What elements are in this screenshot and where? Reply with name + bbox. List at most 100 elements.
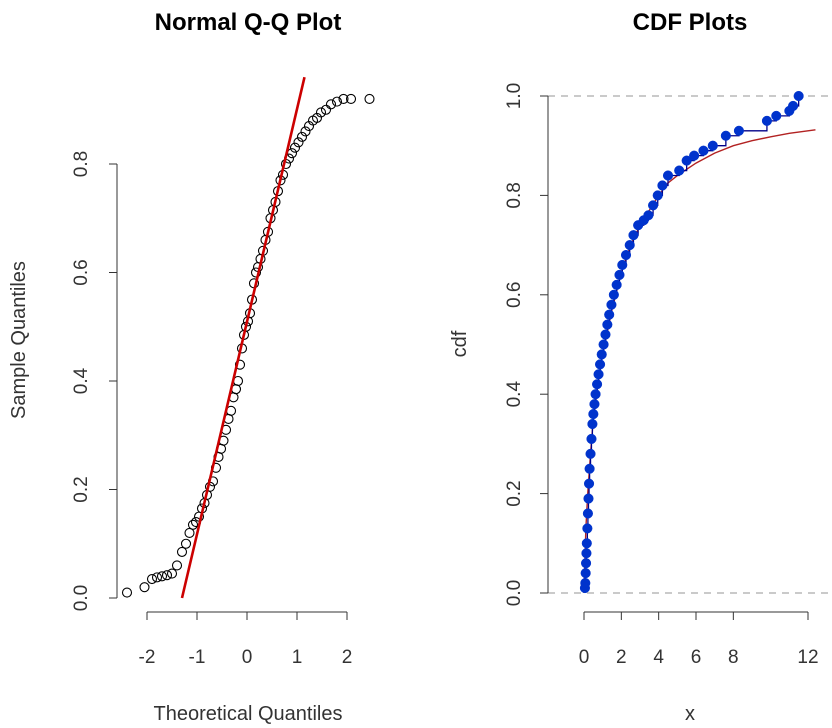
- qq-point: [296, 131, 308, 142]
- qq-axes: -2 -1 0 1 2 0.0 0.2 0.4 0.6 0.8: [71, 151, 352, 668]
- cdf-empirical-point: [588, 409, 599, 420]
- qq-y-tick-label: 0.0: [71, 585, 92, 611]
- cdf-empirical-point: [698, 145, 709, 156]
- cdf-x-tick-label: 8: [728, 647, 739, 668]
- cdf-theoretical-line: [583, 129, 816, 594]
- qq-point: [364, 93, 375, 104]
- qq-x-tick-label: -2: [139, 647, 156, 668]
- qq-x-tick-label: 2: [342, 647, 353, 668]
- qq-point: [293, 137, 304, 148]
- cdf-empirical-step-line: [584, 96, 800, 589]
- qq-point: [187, 519, 199, 530]
- qq-point: [325, 99, 337, 110]
- cdf-empirical-point: [788, 100, 799, 111]
- qq-reference-line: [180, 76, 306, 599]
- cdf-empirical-point: [674, 165, 685, 176]
- cdf-empirical-point: [606, 299, 617, 310]
- cdf-empirical-point: [657, 180, 668, 191]
- qq-point: [171, 560, 183, 571]
- qq-x-axis-title: Theoretical Quantiles: [154, 703, 343, 725]
- cdf-empirical-point: [586, 433, 597, 444]
- qq-point: [146, 573, 158, 585]
- qq-point: [315, 107, 327, 118]
- cdf-y-tick-label: 0.0: [504, 580, 525, 606]
- cdf-x-axis-title: x: [685, 703, 695, 725]
- cdf-x-tick-label: 4: [653, 647, 664, 668]
- cdf-empirical-point: [602, 319, 613, 330]
- cdf-empirical-point: [584, 463, 595, 474]
- cdf-empirical-point: [583, 493, 594, 504]
- cdf-empirical-point: [598, 339, 609, 350]
- cdf-empirical-point: [580, 578, 591, 589]
- cdf-empirical-step: [584, 96, 800, 589]
- cdf-empirical-points: [579, 90, 804, 594]
- cdf-plot-panel: CDF Plots x cdf 0 2 4 6 8 12 0.0 0.2 0.4 0.6 0.8 1.…: [449, 9, 828, 725]
- cdf-empirical-point: [611, 279, 622, 290]
- cdf-empirical-point: [592, 379, 603, 390]
- qq-point: [156, 571, 168, 582]
- cdf-reference-lines: [548, 95, 828, 594]
- cdf-empirical-point: [582, 508, 593, 519]
- cdf-empirical-point: [600, 329, 611, 340]
- cdf-x-tick-label: 0: [579, 647, 590, 668]
- cdf-y-tick-label: 0.8: [504, 182, 525, 208]
- qq-y-tick-label: 0.2: [71, 476, 92, 502]
- cdf-empirical-point: [648, 200, 659, 211]
- cdf-empirical-point: [595, 359, 606, 370]
- qq-y-tick-label: 0.6: [71, 259, 92, 285]
- cdf-empirical-point: [652, 190, 663, 201]
- cdf-empirical-point: [771, 110, 782, 121]
- qq-x-tick-label: 0: [242, 647, 253, 668]
- cdf-empirical-point: [580, 568, 591, 579]
- qq-point: [250, 267, 262, 278]
- cdf-empirical-point: [590, 389, 601, 400]
- qq-y-axis-title: Sample Quantiles: [8, 261, 30, 419]
- qq-point: [151, 572, 163, 583]
- cdf-x-tick-label: 12: [797, 647, 818, 668]
- cdf-x-tick-label: 2: [616, 647, 627, 668]
- qq-fit-line: [180, 76, 306, 599]
- cdf-empirical-point: [589, 399, 600, 410]
- cdf-empirical-point: [617, 259, 628, 271]
- qq-point: [121, 587, 133, 598]
- cdf-empirical-point: [587, 418, 598, 430]
- qq-point: [139, 582, 150, 593]
- cdf-empirical-point: [604, 309, 615, 320]
- cdf-empirical-point: [707, 140, 718, 151]
- cdf-empirical-point: [624, 240, 635, 251]
- cdf-empirical-point: [581, 558, 592, 569]
- cdf-empirical-point: [689, 150, 700, 161]
- cdf-theoretical-curve: [583, 129, 816, 594]
- qq-x-tick-label: -1: [189, 647, 206, 668]
- qq-point: [345, 93, 357, 104]
- qq-point: [300, 126, 311, 137]
- qq-point: [166, 568, 178, 579]
- cdf-empirical-point: [596, 349, 607, 360]
- qq-plot-panel: Normal Q-Q Plot Theoretical Quantiles Sa…: [8, 9, 375, 725]
- qq-point: [176, 546, 188, 557]
- cdf-plot-title: CDF Plots: [633, 9, 748, 36]
- cdf-x-tick-label: 6: [691, 647, 702, 668]
- qq-point: [180, 538, 192, 549]
- cdf-y-axis-title: cdf: [449, 330, 471, 357]
- cdf-empirical-point: [681, 155, 692, 166]
- qq-y-tick-label: 0.8: [71, 151, 92, 177]
- qq-point: [234, 359, 246, 370]
- cdf-empirical-point: [643, 210, 654, 221]
- cdf-empirical-point: [720, 130, 731, 141]
- cdf-empirical-point: [733, 125, 744, 136]
- cdf-empirical-point: [662, 170, 674, 181]
- cdf-empirical-point: [585, 448, 596, 459]
- qq-x-tick-label: 1: [292, 647, 303, 668]
- qq-point: [338, 93, 349, 104]
- cdf-y-tick-label: 0.4: [504, 381, 525, 408]
- cdf-empirical-point: [628, 230, 639, 241]
- qq-point: [289, 142, 301, 153]
- cdf-empirical-point: [582, 523, 593, 534]
- cdf-y-tick-label: 1.0: [504, 83, 525, 109]
- cdf-empirical-point: [608, 289, 619, 300]
- qq-point: [320, 104, 332, 115]
- cdf-empirical-point: [583, 478, 595, 489]
- cdf-empirical-point: [581, 538, 592, 549]
